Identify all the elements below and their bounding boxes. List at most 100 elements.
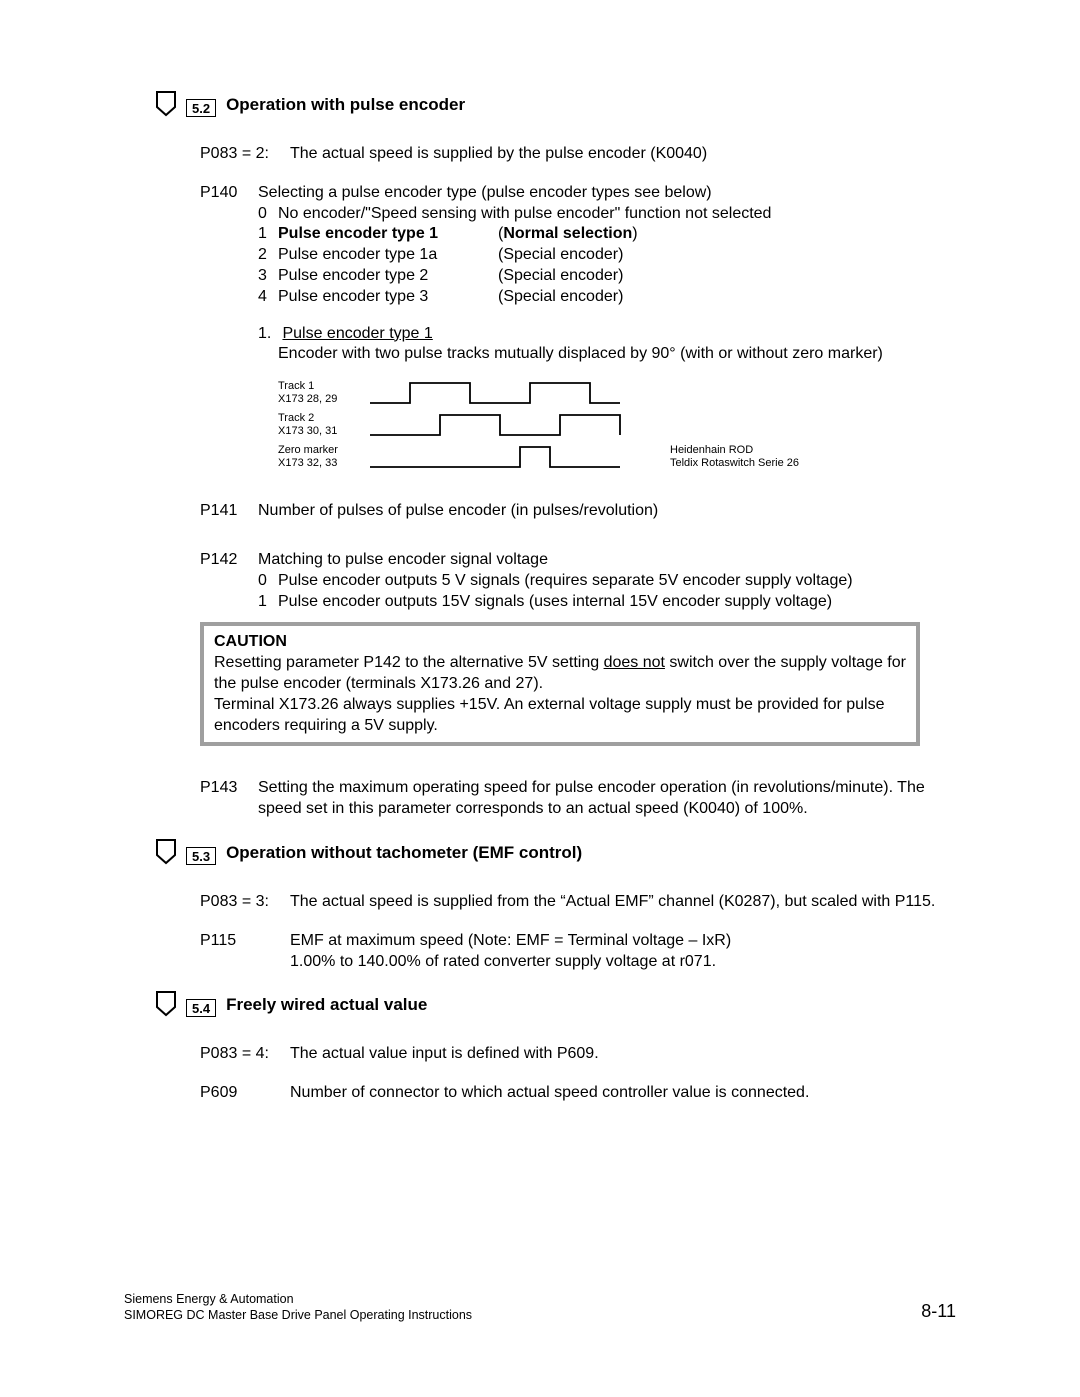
param-p141: P141 Number of pulses of pulse encoder (…	[200, 501, 956, 522]
option-name: Pulse encoder type 2	[278, 266, 498, 287]
section-title: Operation without tachometer (EMF contro…	[226, 842, 582, 864]
sub-num: 1.	[258, 324, 278, 345]
caution-text: Terminal X173.26 always supplies +15V. A…	[214, 695, 906, 737]
section-title: Operation with pulse encoder	[226, 94, 465, 116]
param-value: The actual value input is defined with P…	[290, 1044, 956, 1065]
option-row: 0 No encoder/"Speed sensing with pulse e…	[258, 204, 956, 225]
param-value: Number of connector to which actual spee…	[290, 1083, 956, 1104]
option-index: 4	[258, 287, 278, 308]
section-number: 5.2	[186, 99, 216, 117]
param-line: EMF at maximum speed (Note: EMF = Termin…	[290, 931, 956, 952]
option-index: 1	[258, 592, 278, 613]
waveform-icon	[370, 379, 660, 407]
bookmark-icon	[152, 990, 180, 1020]
option-row: 2 Pulse encoder type 1a (Special encoder…	[258, 245, 956, 266]
section-5-3-content: P083 = 3: The actual speed is supplied f…	[200, 878, 956, 972]
timing-label-line: Track 2	[278, 412, 314, 424]
footer-line: Siemens Energy & Automation	[124, 1291, 472, 1307]
pulse-timing-diagram: Track 1 X173 28, 29 Track 2 X173 30, 31	[278, 377, 956, 473]
param-body: EMF at maximum speed (Note: EMF = Termin…	[290, 931, 956, 973]
option-note: (Special encoder)	[498, 245, 956, 266]
option-note: (Special encoder)	[498, 287, 956, 308]
option-row: 1 Pulse encoder type 1 ((Normal selectio…	[258, 224, 956, 245]
param-label: P141	[200, 501, 258, 522]
option-text: Pulse encoder outputs 15V signals (uses …	[278, 592, 832, 613]
param-label: P609	[200, 1083, 290, 1104]
timing-label-line: X173 30, 31	[278, 425, 337, 437]
timing-label: Track 2 X173 30, 31	[278, 412, 370, 438]
option-text: No encoder/"Speed sensing with pulse enc…	[278, 204, 771, 225]
param-value: Setting the maximum operating speed for …	[258, 778, 956, 820]
option-row: 3 Pulse encoder type 2 (Special encoder)	[258, 266, 956, 287]
option-name: Pulse encoder type 3	[278, 287, 498, 308]
option-index: 0	[258, 571, 278, 592]
timing-row-track1: Track 1 X173 28, 29	[278, 377, 956, 409]
page: 5.2 Operation with pulse encoder P083 = …	[0, 0, 1080, 1397]
timing-row-track2: Track 2 X173 30, 31	[278, 409, 956, 441]
sub-title: Pulse encoder type 1	[282, 325, 432, 342]
section-number: 5.3	[186, 847, 216, 865]
caution-text: Resetting parameter P142 to the alternat…	[214, 653, 906, 695]
param-p142: P142 Matching to pulse encoder signal vo…	[200, 550, 956, 612]
option-row: 1 Pulse encoder outputs 15V signals (use…	[258, 592, 956, 613]
param-p083-2: P083 = 2: The actual speed is supplied b…	[200, 144, 956, 165]
param-label: P140	[200, 183, 258, 204]
param-p140: P140 Selecting a pulse encoder type (pul…	[200, 183, 956, 497]
encoder-type-subhead: 1. Pulse encoder type 1	[258, 324, 956, 345]
param-body: Selecting a pulse encoder type (pulse en…	[258, 183, 956, 497]
param-label: P083 = 2:	[200, 144, 290, 165]
option-note: ((Normal selection)Normal selection)	[498, 224, 956, 245]
waveform-icon	[370, 411, 660, 439]
param-text: Matching to pulse encoder signal voltage	[258, 550, 956, 571]
option-index: 1	[258, 224, 278, 245]
option-index: 3	[258, 266, 278, 287]
param-label: P083 = 3:	[200, 892, 290, 913]
section-header-5-2: 5.2 Operation with pulse encoder	[152, 90, 956, 120]
bookmark-icon	[152, 838, 180, 868]
param-value: The actual speed is supplied by the puls…	[290, 144, 956, 165]
footer-left: Siemens Energy & Automation SIMOREG DC M…	[124, 1291, 472, 1324]
option-index: 0	[258, 204, 278, 225]
section-5-2-content: P083 = 2: The actual speed is supplied b…	[200, 130, 956, 820]
option-note: (Special encoder)	[498, 266, 956, 287]
timing-note: Heidenhain ROD Teldix Rotaswitch Serie 2…	[670, 444, 956, 470]
param-value: Number of pulses of pulse encoder (in pu…	[258, 501, 956, 522]
param-p083-4: P083 = 4: The actual value input is defi…	[200, 1044, 956, 1065]
param-value: The actual speed is supplied from the “A…	[290, 892, 956, 913]
param-line: 1.00% to 140.00% of rated converter supp…	[290, 952, 956, 973]
param-body: Matching to pulse encoder signal voltage…	[258, 550, 956, 612]
param-label: P143	[200, 778, 258, 799]
option-index: 2	[258, 245, 278, 266]
param-p115: P115 EMF at maximum speed (Note: EMF = T…	[200, 931, 956, 973]
option-row: 4 Pulse encoder type 3 (Special encoder)	[258, 287, 956, 308]
timing-row-zero: Zero marker X173 32, 33 Heidenhain ROD T…	[278, 441, 956, 473]
section-header-5-3: 5.3 Operation without tachometer (EMF co…	[152, 838, 956, 868]
section-5-4-content: P083 = 4: The actual value input is defi…	[200, 1030, 956, 1104]
section-header-5-4: 5.4 Freely wired actual value	[152, 990, 956, 1020]
param-p143: P143 Setting the maximum operating speed…	[200, 778, 956, 820]
param-label: P083 = 4:	[200, 1044, 290, 1065]
timing-label-line: Track 1	[278, 380, 314, 392]
timing-note-line: Heidenhain ROD	[670, 444, 753, 456]
timing-label: Track 1 X173 28, 29	[278, 380, 370, 406]
timing-label: Zero marker X173 32, 33	[278, 444, 370, 470]
option-text: Pulse encoder outputs 5 V signals (requi…	[278, 571, 853, 592]
timing-label-line: X173 28, 29	[278, 393, 337, 405]
timing-label-line: Zero marker	[278, 444, 338, 456]
page-footer: Siemens Energy & Automation SIMOREG DC M…	[124, 1291, 956, 1324]
section-title: Freely wired actual value	[226, 994, 427, 1016]
option-name: Pulse encoder type 1a	[278, 245, 498, 266]
caution-box: CAUTION Resetting parameter P142 to the …	[200, 622, 920, 746]
page-number: 8-11	[921, 1300, 956, 1323]
param-p609: P609 Number of connector to which actual…	[200, 1083, 956, 1104]
timing-label-line: X173 32, 33	[278, 457, 337, 469]
waveform-icon	[370, 443, 660, 471]
caution-title: CAUTION	[214, 632, 906, 653]
footer-line: SIMOREG DC Master Base Drive Panel Opera…	[124, 1307, 472, 1323]
param-label: P115	[200, 931, 290, 952]
param-p083-3: P083 = 3: The actual speed is supplied f…	[200, 892, 956, 913]
timing-note-line: Teldix Rotaswitch Serie 26	[670, 457, 799, 469]
param-text: Selecting a pulse encoder type (pulse en…	[258, 183, 956, 204]
param-label: P142	[200, 550, 258, 571]
option-row: 0 Pulse encoder outputs 5 V signals (req…	[258, 571, 956, 592]
